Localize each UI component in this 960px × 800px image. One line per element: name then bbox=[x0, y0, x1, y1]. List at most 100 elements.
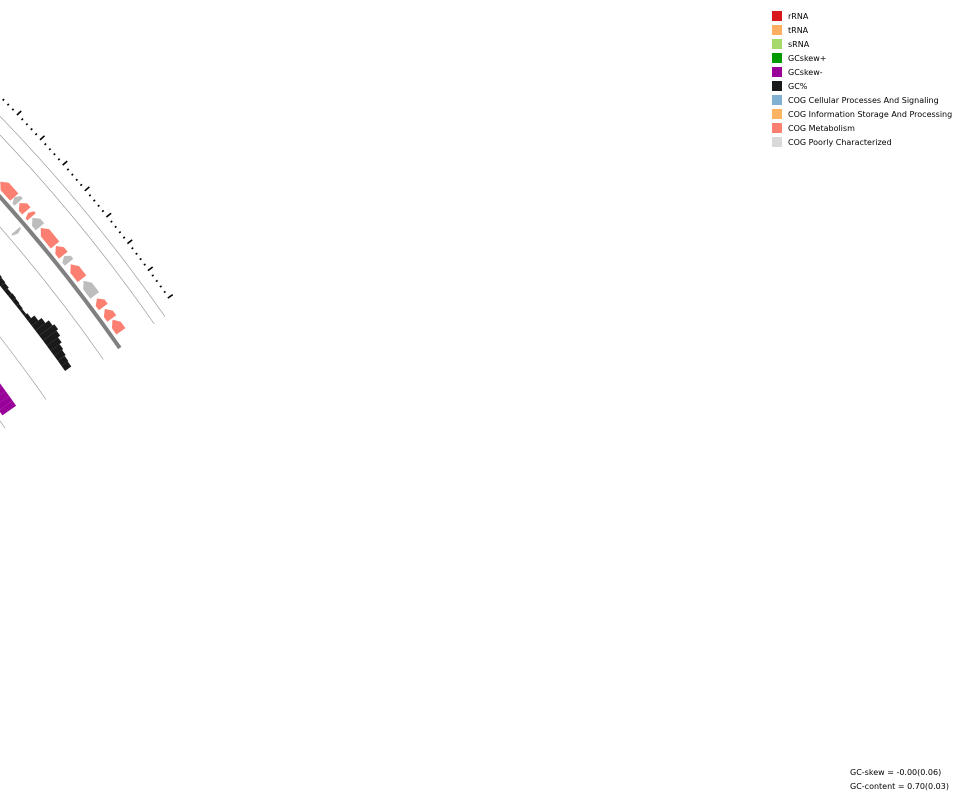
legend-item-cog-cellular: COG Cellular Processes And Signaling bbox=[772, 93, 952, 107]
outer-tick bbox=[139, 257, 142, 261]
gc-skew-bar bbox=[0, 386, 6, 396]
legend-item-cog-poorly: COG Poorly Characterized bbox=[772, 135, 952, 149]
guide-line-5 bbox=[0, 115, 166, 317]
track-guide-lines bbox=[0, 115, 166, 429]
outer-tick bbox=[92, 199, 96, 202]
outer-tick bbox=[66, 168, 70, 171]
legend-item-gcskew-plus: GCskew+ bbox=[772, 51, 952, 65]
outer-tick bbox=[16, 110, 22, 116]
legend-swatch-gcskew-minus bbox=[772, 67, 782, 77]
guide-line-3 bbox=[0, 226, 104, 360]
cds-arrow-poorly bbox=[11, 227, 21, 236]
cds-feature-track bbox=[0, 181, 126, 335]
gc-content-bar bbox=[8, 293, 17, 301]
legend-swatch-rrna bbox=[772, 11, 782, 21]
cds-arrow-metabolism bbox=[95, 298, 108, 311]
legend: rRNA tRNA sRNA GCskew+ GCskew- GC% COG C… bbox=[772, 9, 952, 149]
gc-skew-stat: GC-skew = -0.00(0.06) bbox=[850, 768, 942, 777]
outer-tick bbox=[75, 178, 79, 182]
outer-tick bbox=[97, 204, 100, 208]
outer-tick bbox=[159, 285, 163, 288]
outer-tick bbox=[151, 274, 155, 277]
legend-label-cog-poorly: COG Poorly Characterized bbox=[788, 137, 892, 147]
legend-swatch-cog-information bbox=[772, 109, 782, 119]
outer-tick bbox=[48, 148, 52, 151]
outer-tick bbox=[62, 160, 68, 166]
gc-content-bar bbox=[12, 298, 20, 306]
outer-tick bbox=[101, 209, 105, 213]
outer-tick bbox=[155, 279, 159, 283]
legend-label-gcskew-minus: GCskew- bbox=[788, 67, 823, 77]
legend-label-cog-cellular: COG Cellular Processes And Signaling bbox=[788, 95, 939, 105]
gc-content-bar bbox=[57, 355, 69, 366]
cds-arrow-poorly bbox=[32, 217, 45, 231]
legend-label-rrna: rRNA bbox=[788, 11, 809, 21]
gc-content-bar bbox=[50, 344, 64, 356]
legend-swatch-trna bbox=[772, 25, 782, 35]
legend-swatch-cog-poorly bbox=[772, 137, 782, 147]
legend-label-trna: tRNA bbox=[788, 25, 809, 35]
outer-tick bbox=[84, 186, 90, 192]
outer-tick bbox=[147, 266, 154, 272]
legend-item-trna: tRNA bbox=[772, 23, 952, 37]
cds-arrow-poorly bbox=[62, 255, 74, 266]
gc-content-bar bbox=[31, 318, 46, 331]
outer-tick bbox=[135, 252, 138, 255]
cds-arrow-metabolism bbox=[55, 246, 68, 259]
gc-skew-track bbox=[0, 383, 17, 416]
guide-line-4 bbox=[0, 134, 155, 325]
legend-item-srna: sRNA bbox=[772, 37, 952, 51]
cds-arrow-metabolism bbox=[0, 181, 19, 201]
outer-tick bbox=[25, 123, 29, 126]
legend-label-gcskew-plus: GCskew+ bbox=[788, 53, 827, 63]
outer-tick bbox=[88, 194, 92, 197]
genome-stats: GC-skew = -0.00(0.06) GC-content = 0.70(… bbox=[850, 766, 949, 794]
gc-content-track bbox=[0, 274, 72, 371]
gc-skew-bar bbox=[0, 400, 17, 416]
gc-content-stat: GC-content = 0.70(0.03) bbox=[850, 782, 949, 791]
outer-tick bbox=[167, 293, 174, 299]
gc-content-bar bbox=[43, 330, 61, 346]
outer-tick bbox=[143, 263, 146, 266]
outer-tick bbox=[57, 158, 61, 161]
legend-label-cog-metabolism: COG Metabolism bbox=[788, 123, 855, 133]
outer-tick bbox=[71, 173, 74, 176]
outer-tick bbox=[118, 230, 122, 234]
gc-content-bar bbox=[16, 303, 23, 311]
gc-content-bar bbox=[35, 320, 53, 336]
legend-label-gc-percent: GC% bbox=[788, 81, 808, 91]
outer-tick-ring bbox=[2, 98, 174, 299]
gc-skew-bar bbox=[0, 391, 10, 403]
gc-content-bar bbox=[46, 337, 62, 351]
gc-content-bar bbox=[0, 274, 2, 279]
cds-arrow-metabolism bbox=[103, 309, 117, 322]
cds-arrow-metabolism bbox=[40, 227, 60, 249]
gc-content-bar bbox=[20, 309, 27, 316]
outer-tick bbox=[114, 225, 117, 229]
cds-arrow-metabolism bbox=[18, 203, 31, 215]
gc-content-bar bbox=[4, 288, 12, 297]
legend-item-gc-percent: GC% bbox=[772, 79, 952, 93]
outer-tick bbox=[53, 152, 56, 156]
legend-item-gcskew-minus: GCskew- bbox=[772, 65, 952, 79]
legend-swatch-cog-cellular bbox=[772, 95, 782, 105]
outer-tick bbox=[20, 118, 24, 121]
gc-content-bar bbox=[61, 361, 72, 371]
gc-skew-bar bbox=[0, 395, 13, 410]
guide-line-inner bbox=[0, 420, 6, 429]
backbone-line bbox=[0, 193, 122, 350]
legend-label-srna: sRNA bbox=[788, 39, 810, 49]
cds-arrow-metabolism bbox=[111, 319, 126, 335]
gc-content-bar bbox=[39, 324, 59, 341]
outer-tick bbox=[79, 183, 83, 187]
legend-swatch-srna bbox=[772, 39, 782, 49]
gc-content-bar bbox=[54, 349, 66, 361]
legend-item-rrna: rRNA bbox=[772, 9, 952, 23]
gc-skew-bar bbox=[0, 383, 3, 388]
outer-tick bbox=[126, 239, 133, 245]
guide-line-2 bbox=[0, 336, 47, 400]
outer-tick bbox=[30, 127, 33, 131]
legend-item-cog-information: COG Information Storage And Processing bbox=[772, 107, 952, 121]
legend-swatch-cog-metabolism bbox=[772, 123, 782, 133]
